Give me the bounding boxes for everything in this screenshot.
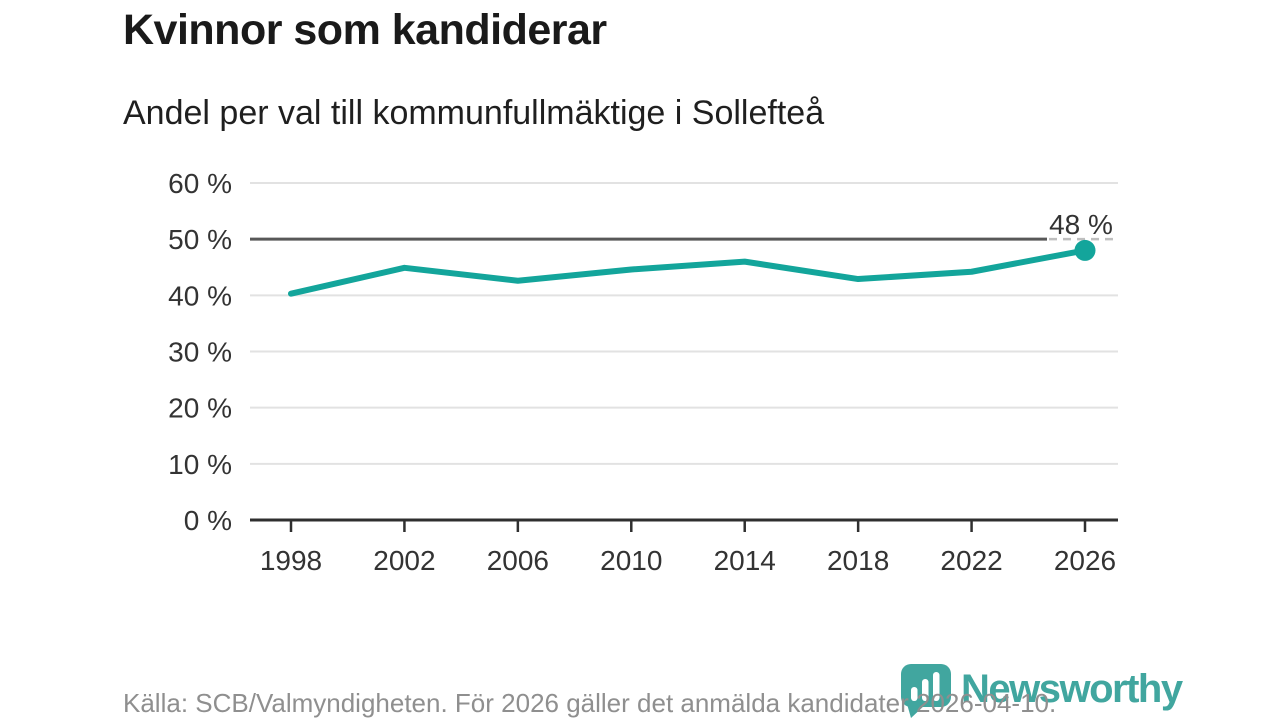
y-tick-label: 10 % — [168, 449, 232, 480]
x-tick-label: 2018 — [827, 545, 889, 576]
x-tick-label: 2022 — [940, 545, 1002, 576]
x-tick-label: 2026 — [1054, 545, 1116, 576]
x-tick-label: 2014 — [714, 545, 776, 576]
newsworthy-wordmark: Newsworthy — [961, 667, 1183, 711]
end-data-point — [1074, 239, 1096, 261]
page-subtitle: Andel per val till kommunfullmäktige i S… — [123, 94, 825, 132]
logo-bar-tall — [933, 672, 940, 701]
y-tick-label: 40 % — [168, 280, 232, 311]
x-tick-label: 1998 — [260, 545, 322, 576]
logo-bar-short — [911, 687, 918, 701]
data-line — [288, 247, 1088, 297]
y-tick-label: 30 % — [168, 337, 232, 368]
newsworthy-logo: Newsworthy — [898, 662, 1183, 718]
end-label-background — [1047, 207, 1119, 244]
x-tick-label: 2006 — [487, 545, 549, 576]
end-value-label: 48 % — [1049, 209, 1113, 240]
page-title: Kvinnor som kandiderar — [123, 6, 607, 54]
x-tick-label: 2010 — [600, 545, 662, 576]
y-tick-label: 20 % — [168, 393, 232, 424]
newsworthy-bar-chart-bubble-icon — [901, 664, 951, 718]
x-tick-label: 2002 — [373, 545, 435, 576]
source-note: Källa: SCB/Valmyndigheten. För 2026 gäll… — [123, 688, 1057, 718]
logo-bubble-tail — [907, 704, 926, 718]
y-tick-label: 60 % — [168, 168, 232, 199]
logo-bar-medium — [922, 679, 929, 701]
y-tick-label: 50 % — [168, 224, 232, 255]
y-tick-label: 0 % — [184, 505, 232, 536]
